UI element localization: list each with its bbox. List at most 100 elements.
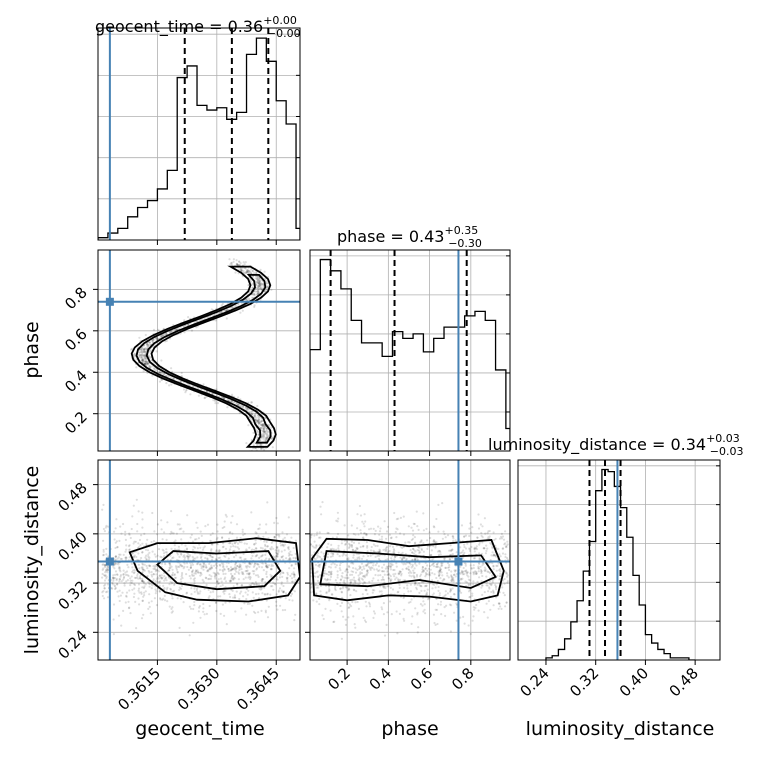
sample-point (250, 268, 253, 271)
sample-point (164, 551, 167, 554)
sample-point (262, 435, 265, 438)
sample-point (223, 520, 226, 523)
sample-point (420, 547, 423, 550)
sample-point (146, 362, 149, 365)
sample-point (382, 548, 385, 552)
sample-point (106, 583, 110, 586)
sample-point (286, 576, 289, 579)
sample-point (469, 549, 472, 553)
sample-point (411, 615, 414, 618)
sample-point (260, 433, 263, 436)
sample-point (348, 545, 351, 548)
sample-point (142, 568, 145, 571)
sample-point (468, 588, 471, 592)
sample-point (484, 532, 487, 535)
sample-point (440, 571, 443, 574)
sample-point (252, 610, 256, 613)
sample-point (481, 562, 484, 565)
sample-point (254, 419, 257, 422)
sample-point (265, 427, 268, 430)
sample-point (266, 616, 270, 619)
sample-point (252, 583, 255, 586)
sample-point (163, 372, 166, 375)
sample-point (293, 574, 296, 577)
sample-point (316, 531, 319, 534)
sample-point (210, 558, 214, 562)
sample-point (385, 545, 389, 549)
sample-point (249, 411, 252, 414)
sample-point (148, 582, 151, 585)
sample-point (483, 569, 486, 572)
sample-point (200, 555, 203, 558)
sample-point (237, 547, 241, 551)
sample-point (137, 589, 140, 592)
sample-point (293, 619, 296, 622)
sample-point (460, 578, 463, 581)
sample-point (491, 581, 494, 584)
sample-point (209, 553, 212, 556)
sample-point (148, 364, 151, 368)
sample-point (326, 556, 329, 559)
sample-point (257, 285, 260, 288)
sample-point (238, 566, 241, 569)
sample-point (250, 413, 253, 416)
sample-point (286, 571, 289, 574)
sample-point (265, 523, 268, 526)
sample-point (455, 602, 458, 605)
sample-point (228, 531, 231, 535)
sample-point (382, 578, 386, 582)
sample-point (183, 554, 186, 557)
sample-point (385, 623, 388, 627)
sample-point (359, 514, 363, 517)
sample-point (313, 540, 316, 543)
sample-point (148, 605, 151, 609)
sample-point (148, 571, 151, 574)
sample-point (441, 564, 444, 567)
sample-point (266, 593, 269, 596)
sample-point (435, 517, 438, 521)
sample-point (442, 578, 445, 581)
sample-point (386, 565, 390, 568)
sample-point (401, 558, 404, 561)
truth-marker (105, 297, 114, 306)
sample-point (329, 575, 333, 579)
sample-point (229, 566, 233, 569)
sample-point (170, 547, 173, 550)
sample-point (350, 544, 353, 547)
sample-point (144, 590, 147, 593)
sample-point (421, 566, 424, 569)
sample-point (150, 573, 153, 576)
sample-point (258, 415, 261, 418)
sample-point (478, 576, 481, 579)
sample-point (377, 525, 380, 528)
sample-point (257, 421, 260, 424)
sample-point (244, 298, 247, 301)
sample-point (352, 615, 355, 618)
sample-point (425, 593, 428, 596)
sample-point (230, 572, 233, 576)
sample-point (335, 548, 338, 551)
sample-point (235, 567, 238, 570)
sample-point (246, 564, 249, 568)
sample-point (196, 563, 199, 566)
sample-point (365, 589, 368, 592)
sample-point (419, 551, 422, 554)
sample-point (274, 557, 277, 560)
sample-point (235, 523, 239, 526)
sample-point (209, 554, 212, 557)
sample-point (371, 589, 374, 592)
sample-point (243, 271, 246, 275)
sample-point (169, 554, 172, 557)
sample-point (270, 568, 273, 571)
sample-point (361, 578, 364, 581)
sample-point (418, 546, 421, 549)
sample-point (224, 513, 227, 517)
sample-point (196, 562, 199, 565)
sample-point (258, 283, 262, 286)
sample-point (228, 542, 231, 545)
sample-point (446, 562, 450, 565)
sample-point (415, 588, 418, 591)
sample-point (229, 531, 232, 534)
sample-point (478, 541, 481, 544)
sample-point (229, 548, 232, 551)
